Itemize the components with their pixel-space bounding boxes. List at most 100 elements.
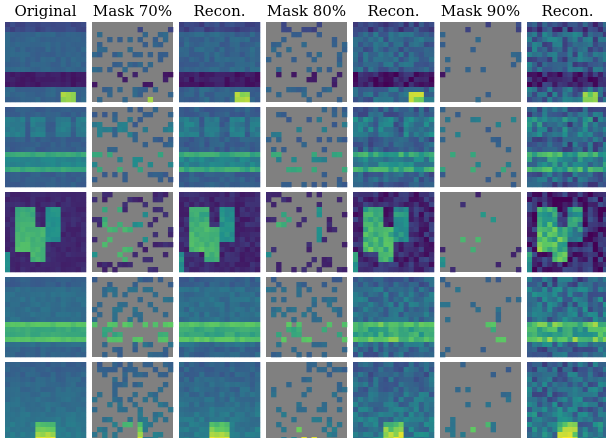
- pixel-cell: [419, 292, 424, 297]
- pixel-cell: [527, 92, 532, 97]
- pixel-cell: [373, 337, 378, 342]
- pixel-cell: [557, 222, 562, 227]
- pixel-cell: [66, 177, 71, 182]
- pixel-cell: [240, 142, 245, 147]
- pixel-cell: [358, 292, 363, 297]
- pixel-cell: [368, 137, 373, 142]
- pixel-cell: [547, 37, 552, 42]
- visible-patch: [296, 87, 301, 92]
- pixel-cell: [220, 212, 225, 217]
- pixel-cell: [240, 117, 245, 122]
- pixel-cell: [593, 317, 598, 322]
- pixel-cell: [568, 317, 573, 322]
- pixel-cell: [424, 167, 429, 172]
- pixel-cell: [527, 307, 532, 312]
- pixel-cell: [578, 107, 583, 112]
- pixel-cell: [25, 147, 30, 152]
- pixel-cell: [363, 107, 368, 112]
- pixel-cell: [56, 422, 61, 427]
- visible-patch: [516, 52, 521, 57]
- visible-patch: [112, 347, 117, 352]
- pixel-cell: [209, 177, 214, 182]
- pixel-cell: [378, 292, 383, 297]
- pixel-cell: [255, 152, 260, 157]
- pixel-cell: [557, 97, 562, 102]
- pixel-cell: [353, 307, 358, 312]
- pixel-cell: [588, 72, 593, 77]
- pixel-cell: [583, 82, 588, 87]
- pixel-cell: [240, 297, 245, 302]
- pixel-cell: [568, 312, 573, 317]
- pixel-cell: [537, 142, 542, 147]
- pixel-cell: [184, 32, 189, 37]
- pixel-cell: [404, 157, 409, 162]
- pixel-cell: [583, 302, 588, 307]
- pixel-cell: [214, 252, 219, 257]
- pixel-cell: [245, 347, 250, 352]
- pixel-cell: [547, 77, 552, 82]
- visible-patch: [92, 197, 97, 202]
- pixel-cell: [214, 132, 219, 137]
- pixel-cell: [76, 52, 81, 57]
- pixel-cell: [532, 62, 537, 67]
- pixel-cell: [240, 37, 245, 42]
- pixel-cell: [40, 27, 45, 32]
- pixel-cell: [30, 42, 35, 47]
- pixel-cell: [15, 267, 20, 272]
- pixel-cell: [424, 162, 429, 167]
- pixel-cell: [56, 257, 61, 262]
- visible-patch: [276, 67, 281, 72]
- pixel-cell: [419, 227, 424, 232]
- pixel-cell: [46, 82, 51, 87]
- pixel-cell: [353, 167, 358, 172]
- pixel-cell: [429, 22, 434, 27]
- visible-patch: [92, 317, 97, 322]
- pixel-cell: [358, 312, 363, 317]
- pixel-cell: [409, 172, 414, 177]
- pixel-cell: [353, 57, 358, 62]
- pixel-cell: [30, 47, 35, 52]
- visible-patch: [107, 282, 112, 287]
- pixel-cell: [568, 247, 573, 252]
- pixel-cell: [429, 97, 434, 102]
- pixel-cell: [378, 37, 383, 42]
- pixel-cell: [189, 37, 194, 42]
- pixel-cell: [10, 327, 15, 332]
- pixel-cell: [588, 137, 593, 142]
- pixel-cell: [588, 232, 593, 237]
- pixel-cell: [250, 262, 255, 267]
- pixel-cell: [527, 257, 532, 262]
- pixel-cell: [51, 287, 56, 292]
- pixel-cell: [358, 107, 363, 112]
- pixel-cell: [414, 37, 419, 42]
- pixel-cell: [40, 112, 45, 117]
- pixel-cell: [429, 222, 434, 227]
- pixel-cell: [409, 252, 414, 257]
- pixel-cell: [373, 92, 378, 97]
- visible-patch: [122, 322, 127, 327]
- pixel-cell: [562, 107, 567, 112]
- pixel-cell: [56, 282, 61, 287]
- pixel-cell: [573, 327, 578, 332]
- pixel-cell: [66, 97, 71, 102]
- pixel-cell: [583, 37, 588, 42]
- pixel-cell: [235, 37, 240, 42]
- pixel-cell: [71, 342, 76, 347]
- pixel-cell: [414, 202, 419, 207]
- pixel-cell: [10, 422, 15, 427]
- pixel-cell: [10, 182, 15, 187]
- pixel-cell: [40, 267, 45, 272]
- pixel-cell: [245, 212, 250, 217]
- pixel-cell: [194, 307, 199, 312]
- visible-patch: [168, 72, 173, 77]
- pixel-cell: [245, 247, 250, 252]
- pixel-cell: [15, 342, 20, 347]
- pixel-cell: [414, 322, 419, 327]
- pixel-cell: [214, 167, 219, 172]
- pixel-cell: [81, 117, 86, 122]
- pixel-cell: [419, 22, 424, 27]
- pixel-cell: [378, 282, 383, 287]
- pixel-cell: [81, 417, 86, 422]
- pixel-cell: [30, 417, 35, 422]
- pixel-cell: [230, 242, 235, 247]
